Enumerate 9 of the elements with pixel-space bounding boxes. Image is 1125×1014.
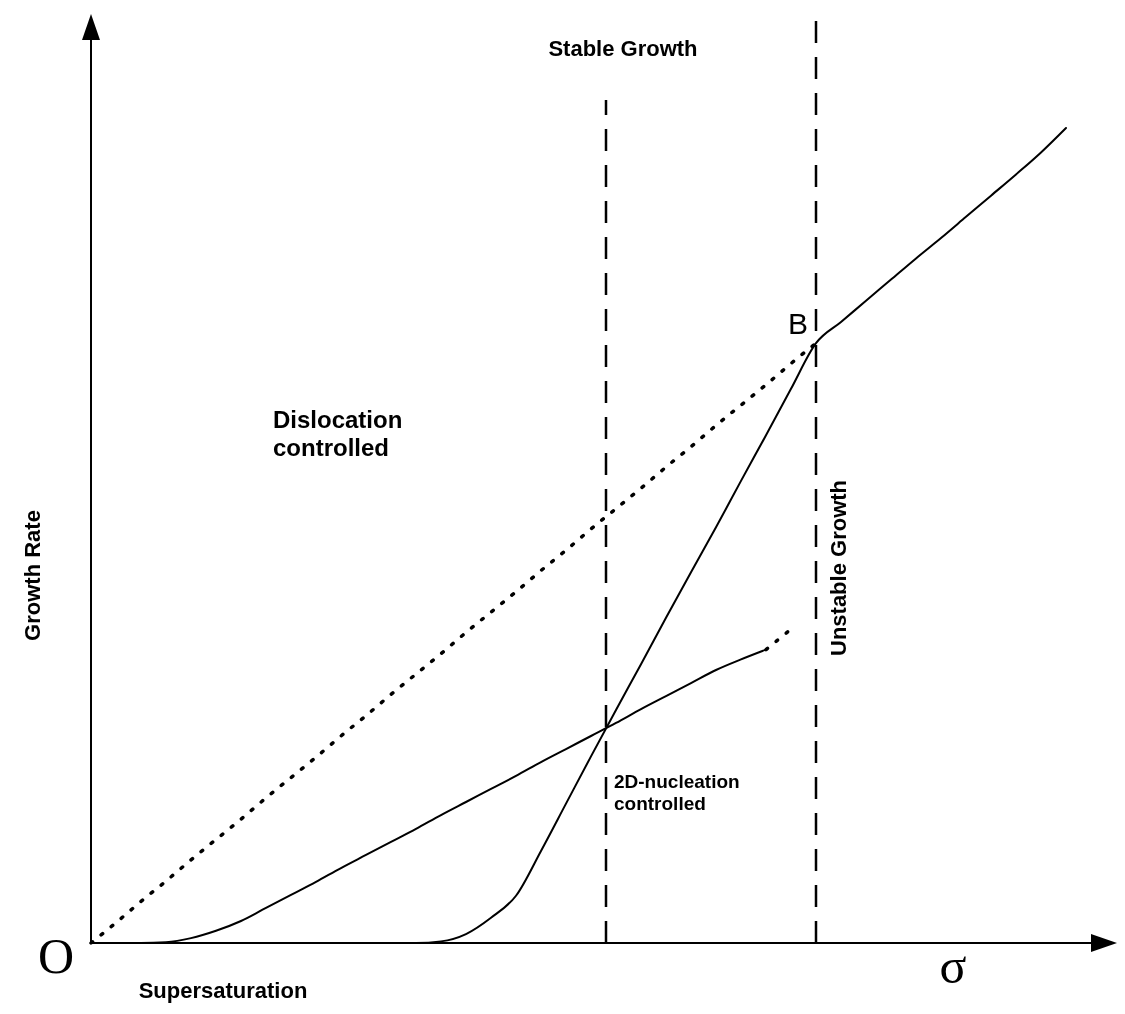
annotation: Dislocation controlled bbox=[273, 406, 403, 461]
y-axis-title: Growth Rate bbox=[20, 510, 45, 641]
x-axis-title: Supersaturation bbox=[138, 978, 308, 1003]
annotation: Unstable Growth bbox=[826, 479, 851, 657]
annotation: 2D-nucleation controlled bbox=[614, 771, 740, 814]
annotation: σ bbox=[939, 938, 967, 994]
text: O bbox=[37, 928, 75, 984]
text: Stable Growth bbox=[548, 36, 698, 61]
annotation: B bbox=[787, 307, 809, 340]
